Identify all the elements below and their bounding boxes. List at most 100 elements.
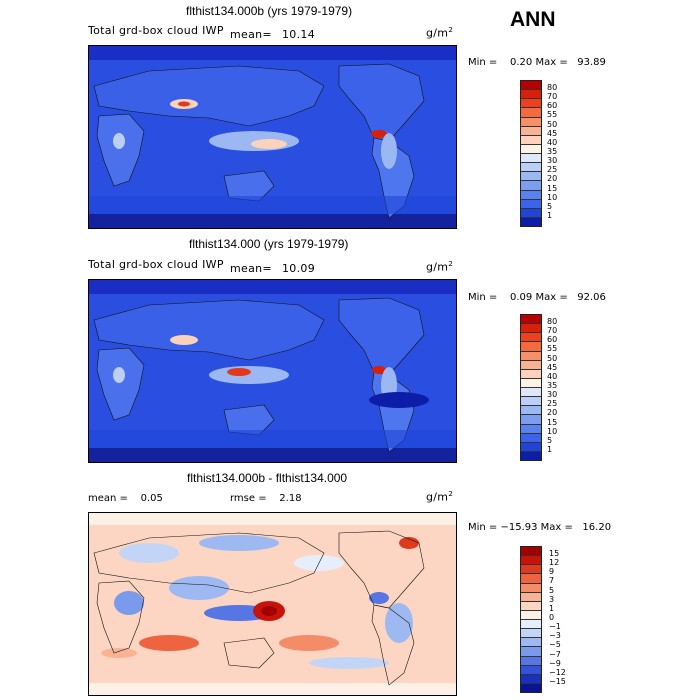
colorbar-swatch (521, 217, 541, 226)
panel-1-colorbar-labels: 80 70 60 55 50 45 40 35 30 25 20 15 10 5… (547, 84, 557, 220)
panel-1-map (88, 45, 457, 229)
colorbar-tick-label: 55 (547, 110, 558, 120)
colorbar-swatch (521, 369, 541, 379)
panel-1-minmax: Min = 0.20 Max = 93.89 (468, 57, 606, 68)
colorbar-swatch (521, 620, 541, 630)
panel-1-units: g/m2 (426, 26, 454, 40)
colorbar-tick-label: 60 (547, 101, 558, 111)
panel-1-colorbar (520, 80, 542, 227)
season-label: ANN (510, 8, 556, 31)
panel-2-title: flthist134.000 (yrs 1979-1979) (189, 237, 349, 251)
colorbar-tick-label: 70 (547, 92, 558, 102)
colorbar-tick-label: 1 (547, 210, 553, 220)
colorbar-tick-label: 12 (549, 558, 560, 568)
colorbar-tick-label: 45 (547, 128, 558, 138)
panel-3-units: g/m2 (426, 490, 454, 504)
colorbar-swatch (521, 547, 541, 557)
colorbar-swatch (521, 565, 541, 575)
colorbar-tick-label: 7 (549, 576, 555, 586)
colorbar-swatch (521, 199, 541, 209)
colorbar-swatch (521, 378, 541, 388)
panel-2-colorbar-labels: 80 70 60 55 50 45 40 35 30 25 20 15 10 5… (547, 318, 557, 454)
colorbar-tick-label: −15 (549, 676, 566, 686)
colorbar-swatch (521, 172, 541, 182)
colorbar-swatch (521, 674, 541, 684)
colorbar-swatch (521, 629, 541, 639)
panel-1-title: flthist134.000b (yrs 1979-1979) (186, 4, 353, 18)
colorbar-swatch (521, 415, 541, 425)
colorbar-swatch (521, 163, 541, 173)
colorbar-tick-label: −12 (549, 667, 566, 677)
panel-3-colorbar (520, 546, 542, 693)
colorbar-swatch (521, 154, 541, 164)
colorbar-swatch (521, 683, 541, 692)
colorbar-tick-label: 15 (547, 183, 558, 193)
colorbar-tick-label: 40 (547, 371, 558, 381)
colorbar-tick-label: 50 (547, 353, 558, 363)
colorbar-tick-label: 70 (547, 326, 558, 336)
colorbar-swatch (521, 583, 541, 593)
colorbar-tick-label: 5 (547, 435, 553, 445)
panel-2-colorbar (520, 314, 542, 461)
colorbar-swatch (521, 433, 541, 443)
colorbar-swatch (521, 144, 541, 154)
colorbar-tick-label: 9 (549, 567, 555, 577)
colorbar-tick-label: 80 (547, 317, 558, 326)
colorbar-swatch (521, 601, 541, 611)
colorbar-tick-label: 20 (547, 174, 558, 184)
panel-3-colorbar-labels: 15 12 9 7 5 3 1 0 −1 −3 −5 −7 −9 −12 −15 (549, 550, 566, 686)
colorbar-swatch (521, 592, 541, 602)
panel-3-title: flthist134.000b - flthist134.000 (187, 471, 348, 485)
colorbar-tick-label: 50 (547, 119, 558, 129)
colorbar-swatch (521, 388, 541, 398)
panel-1-mean-label: mean= (230, 28, 272, 41)
colorbar-tick-label: 5 (547, 201, 553, 211)
colorbar-swatch (521, 324, 541, 334)
colorbar-tick-label: 35 (547, 146, 558, 156)
colorbar-swatch (521, 342, 541, 352)
colorbar-swatch (521, 126, 541, 136)
colorbar-tick-label: 15 (549, 549, 560, 558)
colorbar-tick-label: 60 (547, 335, 558, 345)
colorbar-swatch (521, 99, 541, 109)
colorbar-tick-label: 25 (547, 399, 558, 409)
colorbar-tick-label: 80 (547, 83, 558, 92)
colorbar-swatch (521, 665, 541, 675)
colorbar-tick-label: −5 (549, 640, 561, 650)
colorbar-swatch (521, 315, 541, 325)
panel-3-mean: mean = 0.05 (88, 493, 163, 504)
colorbar-swatch (521, 108, 541, 118)
colorbar-tick-label: 30 (547, 156, 558, 166)
colorbar-swatch (521, 556, 541, 566)
colorbar-swatch (521, 90, 541, 100)
panel-1-mean-value: 10.14 (282, 28, 315, 41)
panel-1-variable: Total grd-box cloud IWP (88, 24, 224, 37)
panel-3-map (88, 512, 457, 696)
colorbar-swatch (521, 638, 541, 648)
colorbar-tick-label: 1 (549, 603, 555, 613)
panel-2-mean-label: mean= (230, 262, 272, 275)
colorbar-tick-label: 10 (547, 192, 558, 202)
colorbar-tick-label: 0 (549, 612, 555, 622)
colorbar-tick-label: 1 (547, 444, 553, 454)
colorbar-swatch (521, 647, 541, 657)
panel-2-variable: Total grd-box cloud IWP (88, 258, 224, 271)
colorbar-swatch (521, 208, 541, 218)
colorbar-tick-label: 55 (547, 344, 558, 354)
colorbar-tick-label: −1 (549, 622, 561, 632)
panel-3-minmax: Min = −15.93 Max = 16.20 (468, 522, 612, 533)
colorbar-swatch (521, 397, 541, 407)
panel-2-mean-value: 10.09 (282, 262, 315, 275)
colorbar-swatch (521, 135, 541, 145)
colorbar-tick-label: 35 (547, 380, 558, 390)
colorbar-swatch (521, 360, 541, 370)
colorbar-tick-label: 25 (547, 165, 558, 175)
colorbar-tick-label: 45 (547, 362, 558, 372)
colorbar-swatch (521, 424, 541, 434)
colorbar-swatch (521, 656, 541, 666)
colorbar-swatch (521, 190, 541, 200)
panel-2-minmax: Min = 0.09 Max = 92.06 (468, 292, 606, 303)
colorbar-tick-label: 10 (547, 426, 558, 436)
colorbar-swatch (521, 406, 541, 416)
colorbar-swatch (521, 181, 541, 191)
